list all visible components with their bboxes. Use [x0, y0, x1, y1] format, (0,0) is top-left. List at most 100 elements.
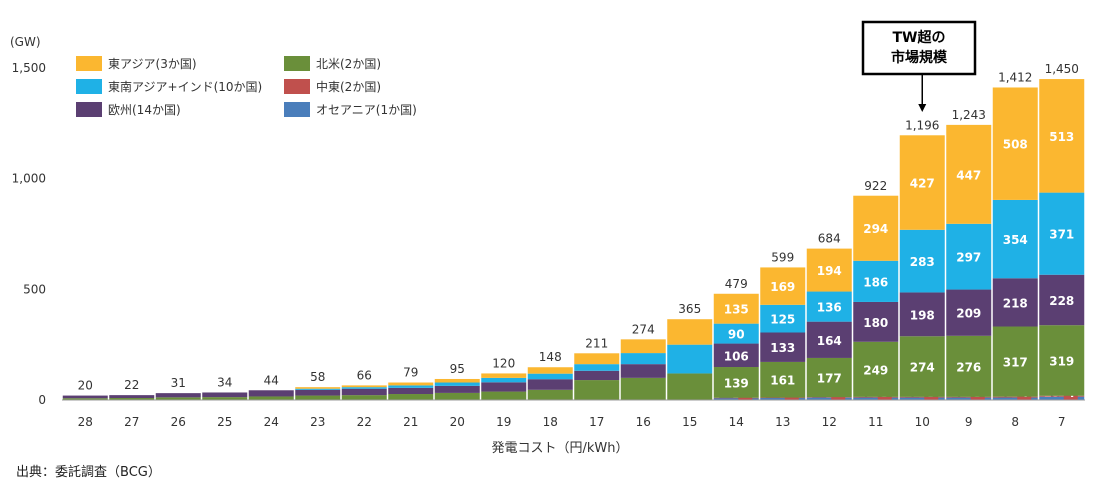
bar-segment: [620, 377, 666, 400]
legend-label: オセアニア(1か国): [316, 103, 417, 117]
legend-swatch: [284, 79, 310, 94]
bar-segment: [760, 361, 806, 398]
bar-segment: [1039, 325, 1085, 396]
legend-label: 東アジア(3か国): [108, 57, 197, 71]
segment-value-label: 106: [724, 349, 749, 363]
bar-segment: [760, 304, 806, 333]
bar-stack-14: 9113910690135479: [713, 277, 759, 400]
bar-stack-28: 20: [62, 379, 108, 400]
bar-segment: [434, 382, 480, 386]
bar-total-label: 95: [450, 362, 465, 376]
bar-stack-15: 365: [667, 302, 713, 400]
bar-segment: [248, 390, 294, 397]
bar-segment: [853, 397, 899, 400]
bar-segment: [713, 398, 759, 400]
bar-total-label: 31: [171, 376, 186, 390]
bar-segment: [806, 397, 852, 400]
bar-segment: [1039, 274, 1085, 326]
bar-total-label: 274: [632, 322, 655, 336]
bar-segment: [853, 195, 899, 261]
bar-segment: [853, 396, 899, 398]
segment-value-label: 186: [863, 275, 888, 289]
segment-value-label: 283: [910, 255, 935, 269]
segment-value-label: 249: [863, 363, 888, 377]
bar-total-label: 1,412: [998, 70, 1032, 84]
bar-total-label: 148: [539, 350, 562, 364]
bar-segment: [527, 373, 573, 380]
segment-value-label: 317: [1003, 356, 1028, 370]
segment-value-label: 125: [770, 313, 795, 327]
bar-segment: [574, 364, 620, 371]
bar-segment: [899, 229, 945, 293]
segment-value-label: 294: [863, 222, 888, 236]
bar-segment: [946, 223, 992, 290]
legend-swatch: [284, 56, 310, 71]
bar-segment: [341, 385, 387, 388]
bar-total-label: 22: [124, 378, 139, 392]
bar-segment: [574, 353, 620, 365]
bar-stack-9: 1132762092974471,243: [946, 108, 992, 400]
bar-segment: [899, 397, 945, 400]
bar-stack-18: 148: [527, 350, 573, 400]
legend-label: 東南アジア+インド(10か国): [108, 79, 262, 94]
bar-segment: [713, 323, 759, 344]
x-tick-label: 14: [729, 415, 744, 429]
bar-stack-8: 1143172183545081,412: [992, 70, 1038, 400]
bar-segment: [388, 394, 434, 400]
segment-value-label: 180: [863, 316, 888, 330]
bar-segment: [1039, 192, 1085, 275]
segment-value-label: 354: [1003, 233, 1028, 247]
legend-label: 中東(2か国): [316, 79, 381, 94]
bar-segment: [713, 343, 759, 368]
x-tick-label: 18: [543, 415, 558, 429]
bar-segment: [1039, 395, 1085, 397]
callout-line: 市場規模: [891, 49, 948, 66]
bar-segment: [574, 370, 620, 381]
bar-segment: [899, 336, 945, 397]
bar-segment: [527, 367, 573, 374]
segment-value-label: 135: [724, 303, 749, 317]
legend-swatch: [284, 102, 310, 117]
bar-segment: [853, 341, 899, 397]
segment-value-label: 427: [910, 177, 935, 191]
bar-segment: [713, 397, 759, 399]
segment-value-label: 297: [956, 251, 981, 265]
x-axis: 28 27 26 25 24 23 22 21 20 19 18 17 16 15 14 13 12 11 10 9 8…: [62, 399, 1085, 429]
bar-segment: [992, 87, 1038, 200]
bar-segment: [992, 396, 1038, 398]
bar-segment: [806, 291, 852, 322]
bar-stack-12: 112177164136194684: [806, 232, 852, 400]
x-axis-title: 発電コスト（円/kWh）: [491, 441, 628, 456]
source-note: 出典：委託調査（BCG）: [16, 464, 161, 480]
x-tick-label: 16: [636, 415, 651, 429]
bar-segment: [1039, 396, 1085, 400]
bar-segment: [109, 398, 155, 400]
bar-total-label: 20: [78, 379, 93, 393]
x-tick-label: 10: [915, 415, 930, 429]
y-tick-label: 500: [23, 282, 46, 296]
x-tick-label: 8: [1011, 415, 1019, 429]
bar-segment: [155, 397, 201, 400]
bar-segment: [434, 385, 480, 393]
bar-segment: [481, 373, 527, 378]
bar-segment: [620, 353, 666, 365]
segment-value-label: 276: [956, 360, 981, 374]
bar-stack-26: 31: [155, 376, 201, 400]
callout-arrow-head: [918, 104, 927, 112]
x-tick-label: 12: [822, 415, 837, 429]
segment-value-label: 513: [1049, 130, 1074, 144]
x-tick-label: 19: [496, 415, 511, 429]
bar-segment: [434, 378, 480, 383]
bar-stack-13: 92161133125169599: [760, 250, 806, 400]
legend: 東アジア(3か国) 北米(2か国) 東南アジア+インド(10か国) 中東(2か国) 欧州…: [76, 56, 417, 117]
bar-segment: [295, 395, 341, 400]
legend-swatch: [76, 79, 102, 94]
bar-stack-11: 113249180186294922: [853, 179, 899, 400]
bar-total-label: 211: [585, 336, 608, 350]
bar-segment: [481, 377, 527, 383]
legend-swatch: [76, 102, 102, 117]
segment-value-label: 164: [817, 334, 842, 348]
bar-segment: [667, 373, 713, 400]
bar-series: 2022313444586679951201482112743659113910…: [62, 62, 1085, 400]
bar-segment: [155, 393, 201, 398]
